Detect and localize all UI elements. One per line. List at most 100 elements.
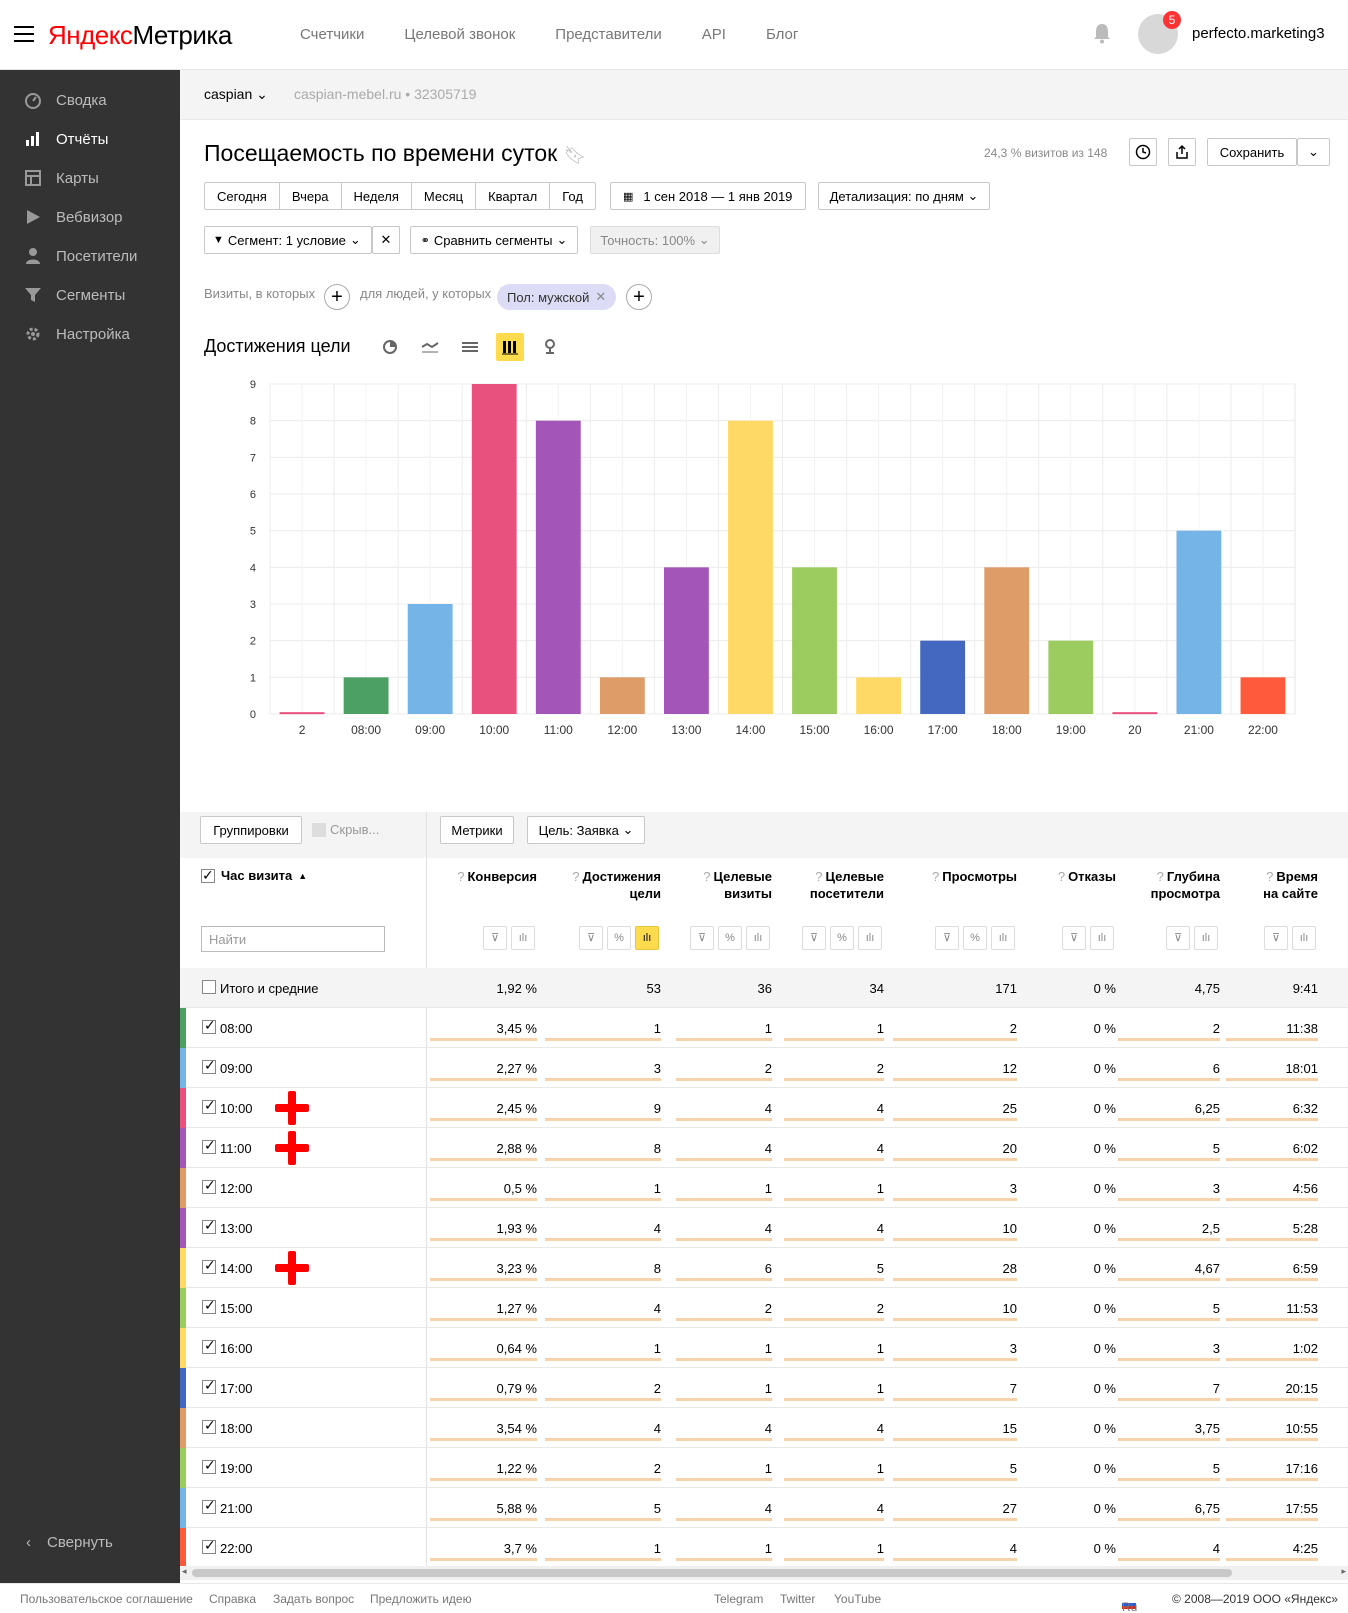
funnel-icon[interactable]: ⊽	[802, 926, 826, 950]
nav-api[interactable]: API	[701, 26, 726, 43]
save-button[interactable]: Сохранить	[1207, 138, 1297, 166]
row-checkbox[interactable]	[202, 1457, 216, 1474]
row-checkbox[interactable]	[202, 1297, 216, 1314]
bar[interactable]	[535, 420, 581, 714]
hide-checkbox[interactable]	[312, 822, 326, 837]
close-icon[interactable]: ✕	[595, 289, 607, 304]
row-checkbox[interactable]	[202, 1417, 216, 1434]
menu-icon[interactable]	[14, 26, 34, 42]
bar[interactable]	[471, 384, 517, 714]
scroll-right-icon[interactable]: ▸	[1341, 1566, 1346, 1576]
sidebar-item-reports[interactable]: Отчёты	[24, 127, 108, 151]
nav-blog[interactable]: Блог	[765, 26, 799, 43]
table-row[interactable]: 22:00 3,7 % 1 1 1 4 0 % 4 4:25	[180, 1528, 1348, 1568]
footer-youtube[interactable]: YouTube	[834, 1592, 882, 1606]
bar-chart-icon[interactable]: ılı	[1194, 926, 1218, 950]
bar-chart-icon[interactable]: ılı	[858, 926, 882, 950]
bar-chart-icon[interactable]: ılı	[746, 926, 770, 950]
bar[interactable]	[1048, 640, 1094, 714]
metrics-button[interactable]: Метрики	[440, 816, 514, 844]
bar-chart-icon[interactable]: ılı	[1292, 926, 1316, 950]
help-icon[interactable]: ?	[457, 869, 465, 884]
segment-clear-button[interactable]: ✕	[372, 226, 400, 254]
help-icon[interactable]: ?	[1057, 869, 1066, 884]
bar[interactable]	[1176, 530, 1222, 714]
table-row[interactable]: 08:00 3,45 % 1 1 1 2 0 % 2 11:38	[180, 1008, 1348, 1048]
export-button[interactable]	[1168, 138, 1196, 166]
table-row[interactable]: 16:00 0,64 % 1 1 1 3 0 % 3 1:02	[180, 1328, 1348, 1368]
column-header[interactable]: ? Просмотры	[932, 868, 1017, 885]
percent-icon[interactable]: %	[963, 926, 987, 950]
period-quarter[interactable]: Квартал	[476, 183, 551, 209]
bar[interactable]	[984, 567, 1030, 714]
nav-representatives[interactable]: Представители	[555, 26, 662, 43]
sidebar-item-visitors[interactable]: Посетители	[24, 244, 137, 268]
sidebar-item-settings[interactable]: Настройка	[24, 322, 130, 346]
help-icon[interactable]: ?	[1266, 869, 1274, 884]
column-header[interactable]: ? Время на сайте	[1263, 868, 1318, 902]
bar[interactable]	[1112, 712, 1158, 715]
funnel-icon[interactable]: ⊽	[483, 926, 507, 950]
column-header[interactable]: ? Достижения цели	[572, 868, 661, 902]
sidebar-item-summary[interactable]: Сводка	[24, 88, 107, 112]
row-checkbox[interactable]	[202, 1337, 216, 1354]
save-dropdown-button[interactable]: ⌄	[1297, 138, 1330, 166]
line-chart-icon[interactable]	[416, 333, 444, 361]
column-header[interactable]: ? Целевые посетители	[810, 868, 884, 902]
bar[interactable]	[599, 677, 645, 714]
bar[interactable]	[279, 712, 325, 715]
bar-chart-icon[interactable]: ılı	[1090, 926, 1114, 950]
footer-twitter[interactable]: Twitter	[780, 1592, 816, 1606]
table-row[interactable]: 13:00 1,93 % 4 4 4 10 0 % 2,5 5:28	[180, 1208, 1348, 1248]
logo[interactable]: ЯндексМетрика	[48, 20, 232, 51]
bookmark-icon[interactable]: 🔖︎	[563, 145, 587, 165]
row-checkbox[interactable]	[202, 1137, 216, 1154]
nav-counters[interactable]: Счетчики	[300, 26, 365, 43]
funnel-icon[interactable]: ⊽	[690, 926, 714, 950]
add-people-condition-button[interactable]: +	[626, 284, 652, 310]
goal-dropdown[interactable]: Цель: Заявка ⌄	[527, 816, 645, 844]
search-input[interactable]: Найти	[201, 926, 385, 952]
row-checkbox[interactable]	[202, 1377, 216, 1394]
compare-segments-dropdown[interactable]: ⚭ Сравнить сегменты ⌄	[410, 226, 578, 254]
footer-user-agreement[interactable]: Пользовательское соглашение	[20, 1592, 193, 1606]
table-row[interactable]: 21:00 5,88 % 5 4 4 27 0 % 6,75 17:55	[180, 1488, 1348, 1528]
bar[interactable]	[920, 640, 966, 714]
table-row[interactable]: 12:00 0,5 % 1 1 1 3 0 % 3 4:56	[180, 1168, 1348, 1208]
dimension-header[interactable]: ✓ Час визита ▲	[201, 868, 307, 883]
bar[interactable]	[663, 567, 709, 714]
period-year[interactable]: Год	[562, 188, 583, 204]
sidebar-item-webvisor[interactable]: Вебвизор	[24, 205, 123, 229]
help-icon[interactable]: ?	[815, 869, 823, 884]
bar[interactable]	[343, 677, 389, 714]
horizontal-scrollbar[interactable]: ◂ ▸	[180, 1566, 1348, 1580]
bar[interactable]	[856, 677, 902, 714]
pie-chart-icon[interactable]	[376, 333, 404, 361]
help-icon[interactable]: ?	[703, 869, 711, 884]
help-icon[interactable]: ?	[572, 869, 580, 884]
row-checkbox[interactable]	[202, 1257, 216, 1274]
groupings-button[interactable]: Группировки	[200, 816, 302, 844]
scrollbar-thumb[interactable]	[192, 1569, 1232, 1577]
history-button[interactable]	[1129, 138, 1157, 166]
row-checkbox[interactable]	[202, 980, 216, 994]
percent-icon[interactable]: %	[607, 926, 631, 950]
table-row[interactable]: 15:00 1,27 % 4 2 2 10 0 % 5 11:53	[180, 1288, 1348, 1328]
percent-icon[interactable]: %	[830, 926, 854, 950]
bar-chart-icon[interactable]	[496, 333, 524, 361]
row-checkbox[interactable]	[202, 1097, 216, 1114]
period-today[interactable]: Сегодня	[205, 183, 280, 209]
segment-dropdown[interactable]: ▼ Сегмент: 1 условие ⌄	[204, 226, 372, 254]
table-row[interactable]: 19:00 1,22 % 2 1 1 5 0 % 5 17:16	[180, 1448, 1348, 1488]
period-month[interactable]: Месяц	[412, 183, 477, 209]
footer-help[interactable]: Справка	[209, 1592, 257, 1606]
footer-telegram[interactable]: Telegram	[714, 1592, 764, 1606]
table-row[interactable]: 14:00 3,23 % 8 6 5 28 0 % 4,67 6:59	[180, 1248, 1348, 1288]
detail-dropdown[interactable]: Детализация: по дням ⌄	[818, 182, 990, 210]
table-row[interactable]: 11:00 2,88 % 8 4 4 20 0 % 5 6:02	[180, 1128, 1348, 1168]
area-chart-icon[interactable]	[456, 333, 484, 361]
table-row[interactable]: 09:00 2,27 % 3 2 2 12 0 % 6 18:01	[180, 1048, 1348, 1088]
bar-chart-icon[interactable]: ılı	[635, 926, 659, 950]
footer-ask[interactable]: Задать вопрос	[273, 1592, 355, 1606]
accuracy-dropdown[interactable]: Точность: 100% ⌄	[590, 226, 720, 254]
